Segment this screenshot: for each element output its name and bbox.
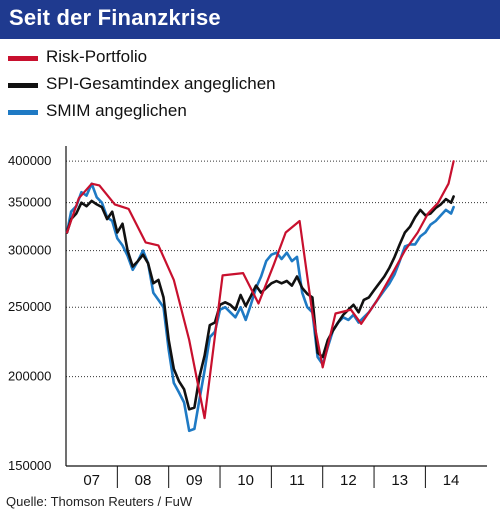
x-tick-label: 11	[289, 472, 305, 489]
x-tick-label: 14	[443, 472, 460, 489]
x-tick-label: 08	[135, 472, 152, 489]
series-line-smim	[65, 182, 455, 433]
y-tick-label: 150000	[8, 458, 51, 473]
title-bar: Seit der Finanzkrise	[0, 0, 500, 39]
legend-swatch-spi	[8, 83, 38, 88]
source-note: Quelle: Thomson Reuters / FuW	[6, 494, 193, 509]
y-tick-label: 250000	[8, 299, 51, 314]
y-tick-label: 300000	[8, 243, 51, 258]
x-tick-label: 12	[340, 472, 357, 489]
y-tick-label: 400000	[8, 153, 51, 168]
legend-label-spi: SPI-Gesamtindex angeglichen	[46, 74, 276, 93]
x-tick-label: 07	[83, 472, 100, 489]
series-line-risk-portfolio	[65, 160, 455, 420]
legend-label-smim: SMIM angeglichen	[46, 101, 187, 120]
y-tick-label: 350000	[8, 195, 51, 210]
x-tick-label: 13	[391, 472, 408, 489]
series-line-spi	[65, 195, 455, 411]
chart-title: Seit der Finanzkrise	[9, 5, 221, 30]
legend-swatch-smim	[8, 110, 38, 115]
x-tick-label: 10	[237, 472, 254, 489]
x-tick-label: 09	[186, 472, 203, 489]
y-tick-label: 200000	[8, 369, 51, 384]
legend-label-risk: Risk-Portfolio	[46, 47, 148, 66]
legend-swatch-risk	[8, 56, 38, 61]
